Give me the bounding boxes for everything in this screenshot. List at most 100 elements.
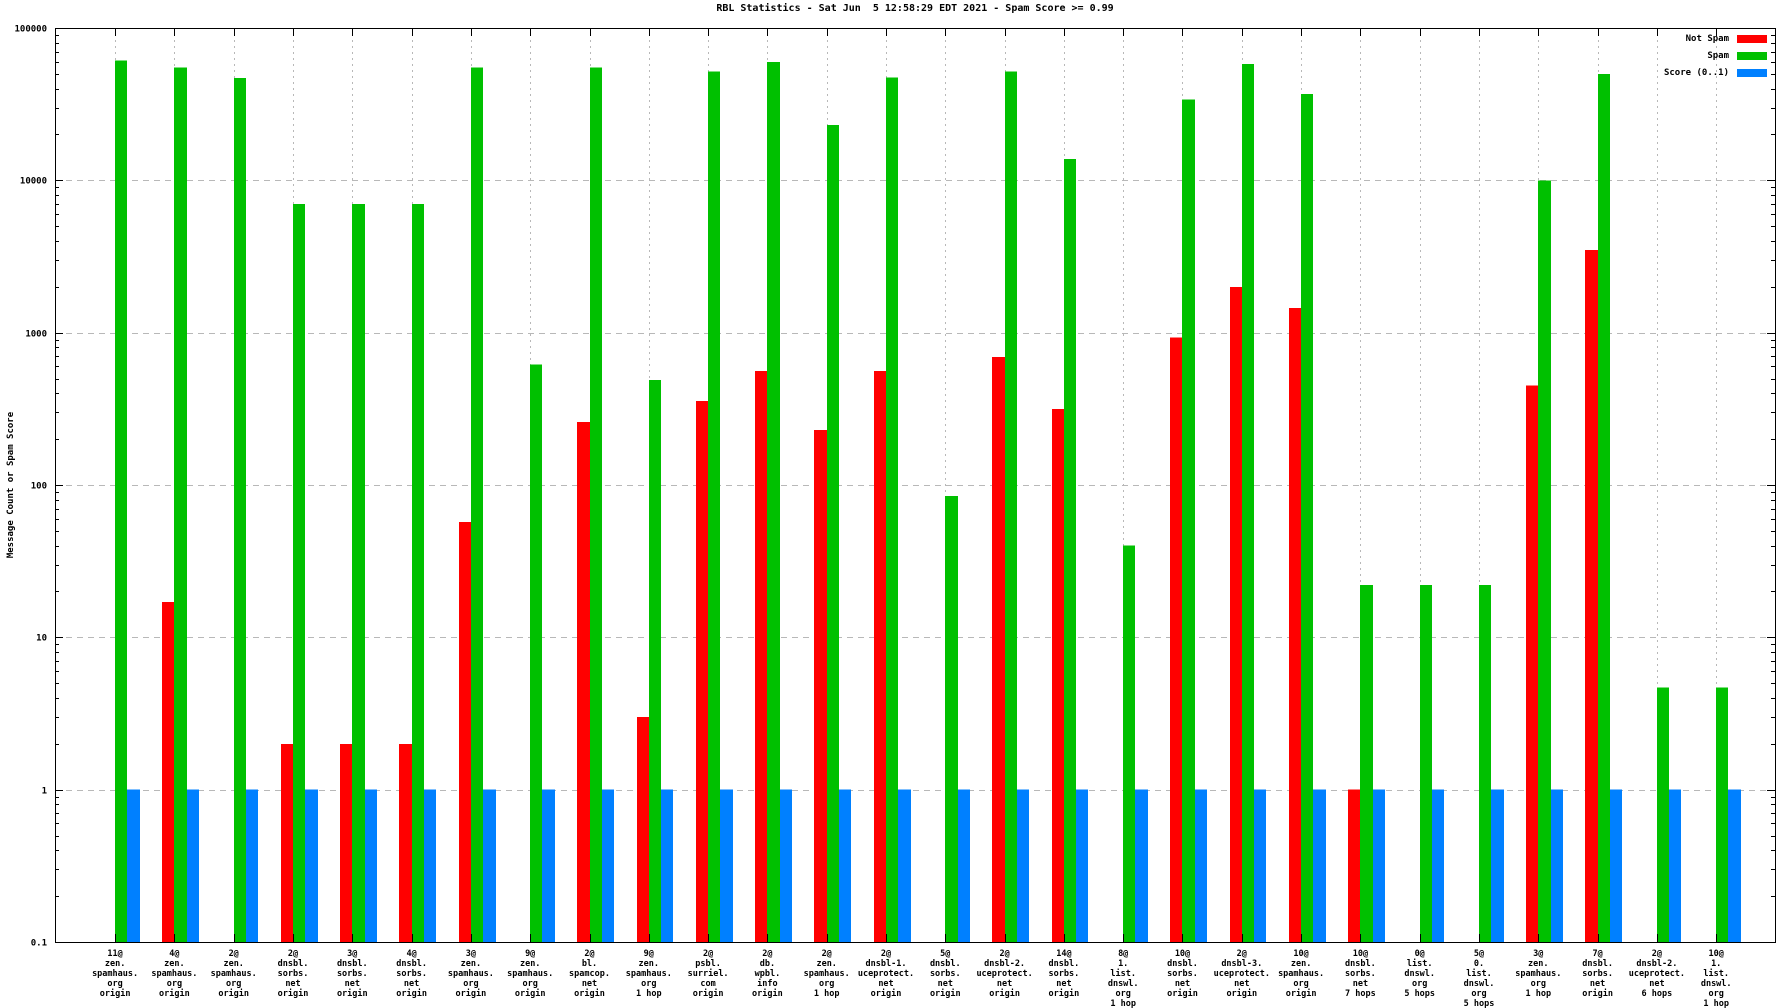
bar-not-spam (1585, 249, 1598, 942)
x-category-label: 2@ dnsbl-1. uceprotect. net origin (858, 949, 914, 999)
bar-spam (649, 379, 661, 943)
legend-row-spam: Spam (1664, 47, 1767, 64)
legend-label-spam: Spam (1707, 50, 1729, 61)
bar-score (305, 789, 318, 942)
bar-spam (293, 203, 305, 943)
y-axis-tick-label: 1 (42, 787, 47, 797)
bar-score (1432, 789, 1444, 942)
x-category-label: 4@ zen. spamhaus. org origin (151, 949, 197, 999)
bar-score (1017, 789, 1029, 942)
x-category-label: 11@ zen. spamhaus. org origin (92, 949, 138, 999)
x-category-label: 3@ zen. spamhaus. org 1 hop (1515, 949, 1561, 999)
bar-score (187, 789, 199, 942)
bar-score (1076, 789, 1088, 942)
bar-not-spam (1052, 409, 1064, 942)
x-category-label: 3@ zen. spamhaus. org origin (448, 949, 494, 999)
bar-spam (827, 125, 839, 943)
x-category-label: 2@ zen. spamhaus. org origin (211, 949, 257, 999)
x-category-label: 10@ 1. list. dnswl. org 1 hop (1701, 949, 1732, 1008)
chart-title: RBL Statistics - Sat Jun 5 12:58:29 EDT … (716, 3, 1114, 14)
bar-spam (1182, 99, 1195, 942)
bar-spam (590, 67, 602, 943)
legend-label-not-spam: Not Spam (1685, 33, 1729, 44)
bar-spam (1123, 545, 1135, 942)
x-category-label: 5@ dnsbl. sorbs. net origin (930, 949, 961, 999)
bar-spam (1064, 159, 1076, 942)
bar-spam (945, 495, 958, 942)
bar-score (661, 789, 673, 942)
bar-score (483, 789, 496, 942)
bar-not-spam (1526, 385, 1538, 942)
bar-score (780, 789, 792, 942)
bar-spam (1598, 73, 1610, 942)
x-category-label: 2@ dnsbl-2. uceprotect. net 6 hops (1629, 949, 1685, 999)
bar-not-spam (696, 401, 708, 942)
y-axis-tick-label: 1000 (25, 330, 47, 340)
x-category-label: 2@ psbl. surriel. com origin (688, 949, 729, 999)
x-category-label: 2@ dnsbl-2. uceprotect. net origin (976, 949, 1032, 999)
x-category-label: 9@ zen. spamhaus. org origin (507, 949, 553, 999)
bar-not-spam (399, 743, 412, 942)
legend: Not Spam Spam Score (0..1) (1664, 30, 1767, 81)
bar-spam (1657, 687, 1669, 942)
bar-not-spam (162, 602, 174, 942)
bar-score (1610, 789, 1622, 942)
bar-spam (708, 71, 720, 943)
y-axis-tick-label: 0.1 (31, 939, 47, 949)
x-category-label: 10@ dnsbl. sorbs. net 7 hops (1345, 949, 1376, 999)
x-category-label: 2@ db. wpbl. info origin (752, 949, 783, 999)
bar-score (720, 789, 733, 942)
y-axis-tick-label: 100 (31, 482, 47, 492)
x-category-label: 4@ dnsbl. sorbs. net origin (396, 949, 427, 999)
bar-score (839, 789, 851, 942)
bar-score (1313, 789, 1326, 942)
bar-spam (352, 203, 365, 943)
bar-spam (115, 60, 127, 943)
x-category-label: 2@ bl. spamcop. net origin (569, 949, 610, 999)
bar-score (365, 789, 377, 942)
bar-not-spam (459, 522, 471, 942)
x-category-label: 2@ dnsbl. sorbs. net origin (278, 949, 309, 999)
bar-not-spam (755, 371, 767, 943)
x-category-label: 10@ zen. spamhaus. org origin (1278, 949, 1324, 999)
y-axis-tick-label: 10 (36, 634, 47, 644)
bar-score (1254, 789, 1266, 942)
bar-not-spam (814, 429, 827, 942)
x-category-label: 0@ list. dnswl. org 5 hops (1404, 949, 1435, 999)
bar-score (958, 789, 970, 942)
bar-not-spam (874, 371, 886, 943)
bar-spam (1360, 585, 1373, 942)
bar-spam (530, 364, 542, 942)
bar-spam (412, 203, 424, 943)
bar-not-spam (992, 357, 1005, 942)
x-category-label: 10@ dnsbl. sorbs. net origin (1167, 949, 1198, 999)
bar-not-spam (1230, 286, 1242, 942)
bar-score (424, 789, 436, 942)
bar-score (1669, 789, 1681, 942)
bar-not-spam (281, 743, 293, 942)
bar-not-spam (577, 421, 590, 942)
bar-spam (767, 61, 780, 942)
legend-swatch-spam-icon (1737, 51, 1767, 60)
bar-spam (886, 77, 898, 942)
bar-score (602, 789, 614, 942)
legend-row-score: Score (0..1) (1664, 64, 1767, 81)
bar-spam (1716, 687, 1728, 942)
bar-score (1491, 789, 1504, 942)
bar-spam (1479, 585, 1491, 942)
x-category-label: 2@ dnsbl-3. uceprotect. net origin (1214, 949, 1270, 999)
bar-not-spam (1289, 308, 1301, 942)
bar-score (1728, 789, 1741, 942)
x-category-label: 5@ 0. list. dnswl. org 5 hops (1464, 949, 1495, 1008)
bar-spam (1538, 180, 1551, 943)
bar-not-spam (637, 716, 649, 942)
bar-score (127, 789, 140, 942)
x-category-label: 8@ 1. list. dnswl. org 1 hop (1108, 949, 1139, 1008)
bar-score (1135, 789, 1148, 942)
bar-not-spam (1170, 337, 1182, 942)
y-axis-tick-label: 100000 (14, 25, 47, 35)
legend-swatch-not-spam-icon (1737, 34, 1767, 43)
bar-not-spam (340, 743, 352, 942)
legend-swatch-score-icon (1737, 68, 1767, 77)
